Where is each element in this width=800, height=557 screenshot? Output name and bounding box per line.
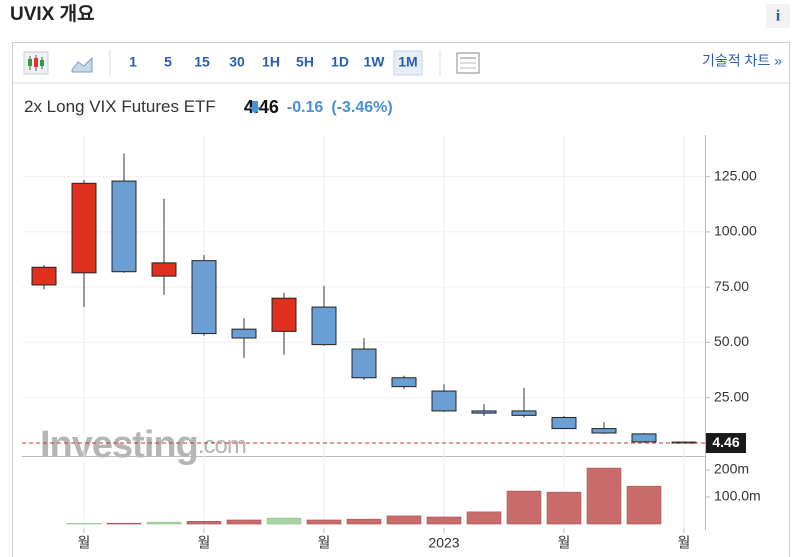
volume-bar xyxy=(346,518,382,525)
y-tick-label: 100.00 xyxy=(714,223,757,239)
interval-button[interactable]: 5 xyxy=(164,54,172,70)
y-tick-label: 125.00 xyxy=(714,167,757,183)
candle-body xyxy=(351,348,377,379)
x-tick-label: 월 xyxy=(318,535,331,551)
candle-body xyxy=(31,266,57,286)
volume-bar xyxy=(626,485,662,525)
interval-button[interactable]: 1 xyxy=(129,54,137,70)
watermark-brand: Investing xyxy=(40,424,198,466)
page-title: UVIX 개요 xyxy=(10,3,95,25)
volume-bar xyxy=(146,521,182,525)
volume-bar xyxy=(66,523,102,525)
candle-body xyxy=(311,306,337,346)
info-button-bg[interactable] xyxy=(766,4,790,28)
candle-body xyxy=(71,182,97,274)
candle-body xyxy=(151,262,177,277)
y-tick-label: 25.00 xyxy=(714,388,749,404)
candle-body xyxy=(231,328,257,339)
last-price-label: 4.46 xyxy=(712,434,739,450)
interval-button[interactable]: 1W xyxy=(364,54,386,70)
interval-button[interactable]: 1D xyxy=(331,54,349,70)
volume-bar xyxy=(546,491,582,525)
x-tick-label: 월 xyxy=(678,535,691,551)
candle-body xyxy=(191,260,217,335)
volume-bar xyxy=(386,515,422,525)
x-tick-label: 월 xyxy=(558,535,571,551)
x-tick-label: 월 xyxy=(198,535,211,551)
watermark: Investing.com xyxy=(40,424,246,466)
instrument-name: 2x Long VIX Futures ETF xyxy=(24,97,216,116)
candle-body xyxy=(471,410,497,414)
volume-bar xyxy=(186,521,222,525)
volume-tick-label: 100.0m xyxy=(714,488,761,504)
volume-bar xyxy=(466,511,502,525)
candle-body xyxy=(591,428,617,434)
settings-icon[interactable] xyxy=(456,52,480,74)
advanced-chart-link[interactable]: 기술적 차트 » xyxy=(702,53,782,69)
change: -0.16 xyxy=(287,99,324,116)
volume-bar xyxy=(506,490,542,525)
candle-body xyxy=(551,417,577,430)
candle-body xyxy=(111,180,137,273)
info-button[interactable]: i xyxy=(776,8,781,25)
volume-bar xyxy=(106,522,142,525)
instrument-line: 2x Long VIX Futures ETF 4.46 -0.16 (-3.46%) xyxy=(24,97,393,117)
last-price: 4.46 xyxy=(244,97,279,117)
y-tick-label: 50.00 xyxy=(714,333,749,349)
y-tick-label: 75.00 xyxy=(714,278,749,294)
selected-interval-bg xyxy=(393,50,423,76)
change-pct: (-3.46%) xyxy=(331,99,392,116)
candle-body xyxy=(511,410,537,416)
interval-button[interactable]: 1M xyxy=(398,54,417,70)
volume-bar xyxy=(306,519,342,525)
last-price-box xyxy=(706,433,746,454)
candle-body xyxy=(631,433,657,443)
watermark-suffix: .com xyxy=(198,432,246,459)
candle-body xyxy=(271,297,297,332)
interval-button[interactable]: 5H xyxy=(296,54,314,70)
volume-tick-label: 200m xyxy=(714,461,749,477)
area-icon[interactable] xyxy=(71,56,93,73)
interval-button[interactable]: 1H xyxy=(262,54,280,70)
x-tick-label: 월 xyxy=(78,535,91,551)
interval-button[interactable]: 15 xyxy=(194,54,210,70)
volume-bar xyxy=(586,467,622,525)
down-arrow xyxy=(249,101,261,114)
candle-icon[interactable] xyxy=(23,51,49,75)
x-tick-label: 2023 xyxy=(428,535,459,551)
candle-body xyxy=(431,390,457,412)
candle-body xyxy=(391,377,417,388)
volume-bar xyxy=(226,519,262,525)
volume-bar xyxy=(266,517,302,525)
interval-button[interactable]: 30 xyxy=(229,54,245,70)
volume-bar xyxy=(426,516,462,525)
widget-frame xyxy=(12,42,790,557)
